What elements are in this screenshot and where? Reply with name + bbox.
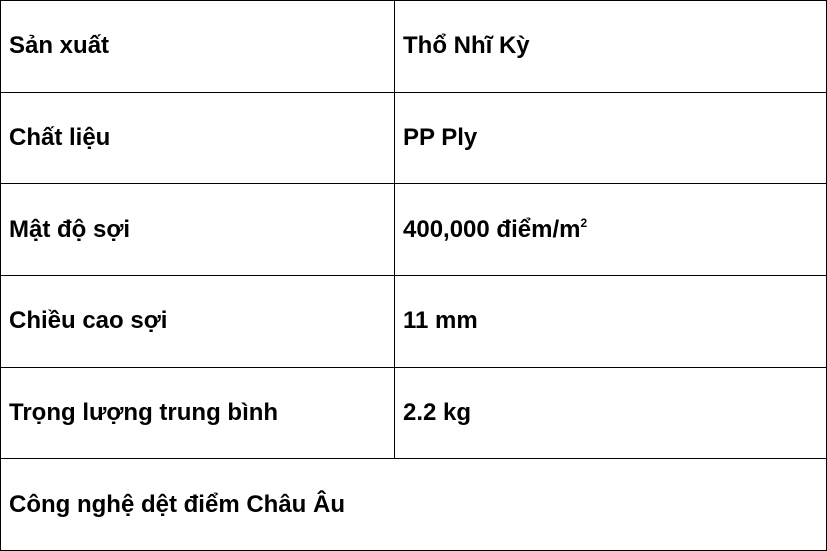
row-value: Thổ Nhĩ Kỳ <box>394 0 827 93</box>
table-row: Chất liệu PP Ply <box>0 91 827 185</box>
density-unit-exponent: 2 <box>580 215 588 230</box>
row-value: 11 mm <box>394 274 827 368</box>
table-row: Chiều cao sợi 11 mm <box>0 274 827 368</box>
table-row: Trọng lượng trung bình 2.2 kg <box>0 366 827 460</box>
row-value: 400,000 điểm/m2 <box>394 183 827 276</box>
density-value: 400,000 điểm/m <box>403 215 581 243</box>
row-value: PP Ply <box>394 91 827 185</box>
row-label: Trọng lượng trung bình <box>0 366 395 460</box>
row-label: Sản xuất <box>0 0 395 93</box>
row-label: Chất liệu <box>0 91 395 185</box>
row-label: Mật độ sợi <box>0 183 395 276</box>
table-row: Sản xuất Thổ Nhĩ Kỳ <box>0 0 827 93</box>
footer-cell: Công nghệ dệt điểm Châu Âu <box>0 458 827 551</box>
row-value: 2.2 kg <box>394 366 827 460</box>
table-row: Công nghệ dệt điểm Châu Âu <box>0 458 827 551</box>
table-row: Mật độ sợi 400,000 điểm/m2 <box>0 183 827 276</box>
row-label: Chiều cao sợi <box>0 274 395 368</box>
